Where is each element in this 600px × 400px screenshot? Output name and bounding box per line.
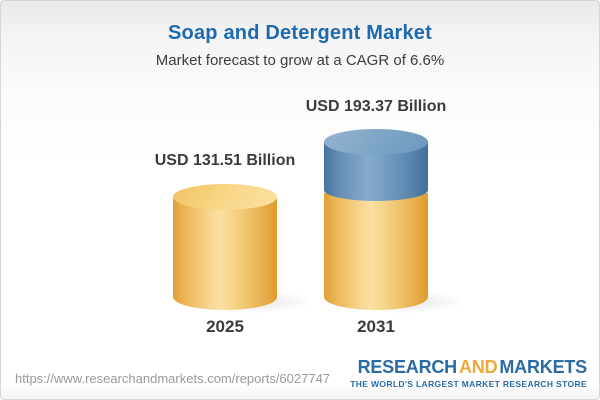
chart-subtitle: Market forecast to grow at a CAGR of 6.6…: [155, 52, 445, 69]
chart-title: Soap and Detergent Market: [168, 22, 432, 44]
cylinder-2031-top-ellipse: [324, 129, 428, 155]
logo-word-markets: MARKETS: [499, 357, 587, 377]
research-and-markets-logo: RESEARCH AND MARKETS THE WORLD'S LARGEST M…: [350, 358, 587, 389]
category-label-2031: 2031: [357, 317, 395, 336]
cylinder-2025-top-ellipse: [173, 184, 277, 210]
cylinder-2031-base-segment: [324, 193, 428, 310]
cylinder-2025-body: [173, 197, 277, 310]
logo-wordmark: RESEARCH AND MARKETS: [350, 357, 588, 377]
report-url: https://www.researchandmarkets.com/repor…: [15, 371, 331, 386]
logo-word-research: RESEARCH: [357, 357, 458, 377]
logo-tagline: THE WORLD'S LARGEST MARKET RESEARCH STOR…: [350, 379, 587, 389]
category-label-2025: 2025: [206, 317, 244, 336]
value-label-2031: USD 193.37 Billion: [305, 98, 447, 115]
value-label-2025: USD 131.51 Billion: [154, 152, 296, 169]
logo-word-and: AND: [458, 357, 498, 377]
